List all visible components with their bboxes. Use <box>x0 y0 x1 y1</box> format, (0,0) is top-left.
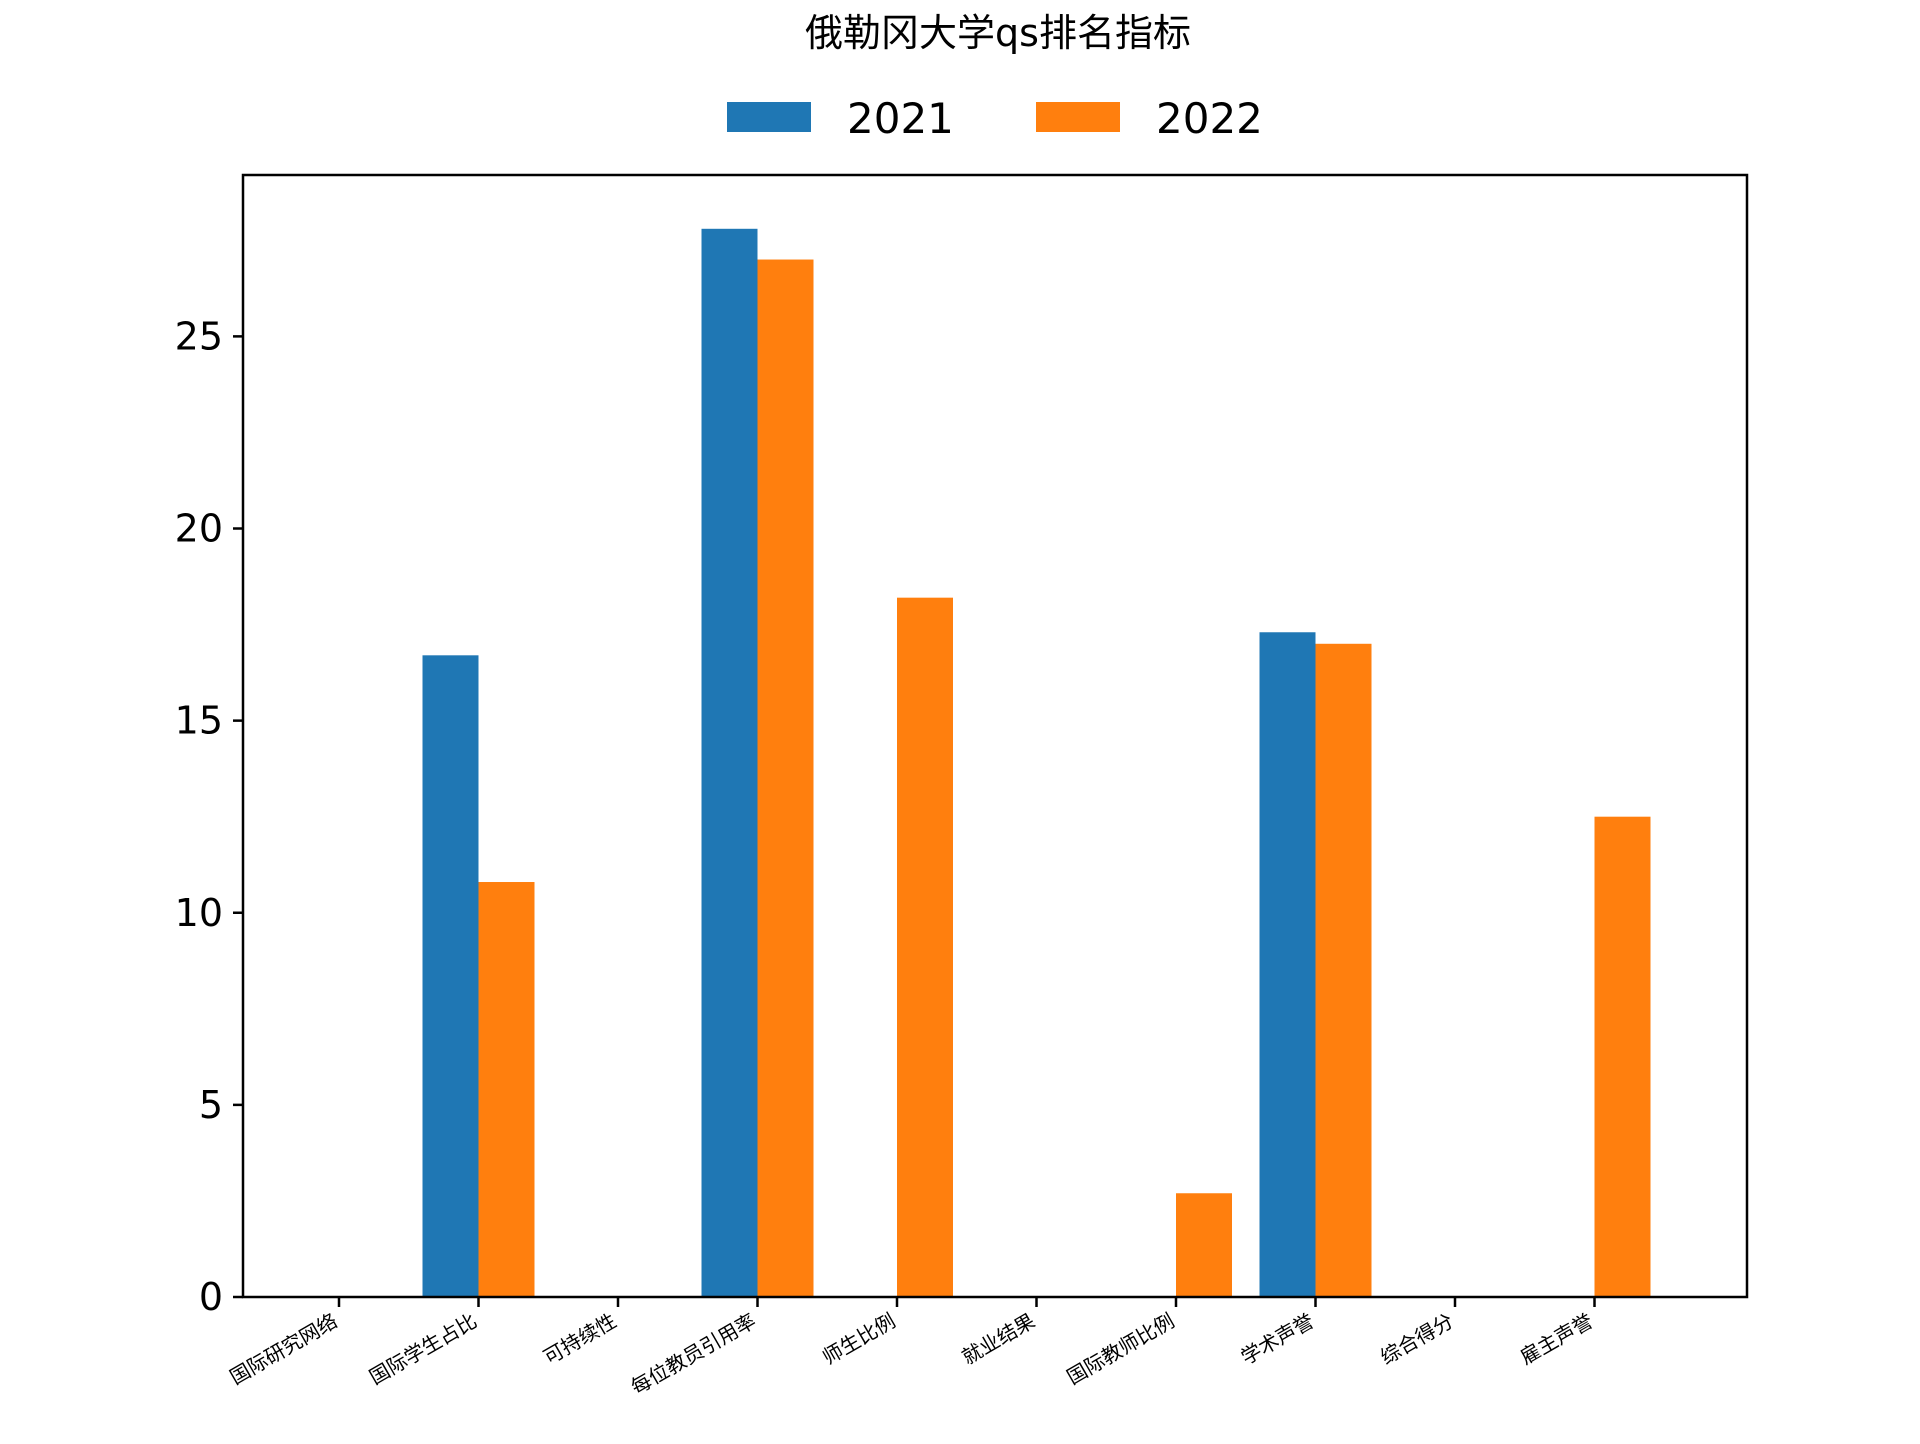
bar-2022-学术声誉 <box>1315 643 1372 1297</box>
xtick-label-雇主声誉: 雇主声誉 <box>1516 1309 1597 1370</box>
xtick-label-综合得分: 综合得分 <box>1376 1309 1457 1370</box>
xtick-label-师生比例: 师生比例 <box>818 1309 899 1370</box>
ytick-label-5: 5 <box>199 1083 223 1127</box>
bar-2021-国际学生占比 <box>422 655 479 1297</box>
bar-2022-国际学生占比 <box>478 882 535 1297</box>
ytick-label-10: 10 <box>175 891 223 935</box>
legend-label-2022: 2022 <box>1156 94 1263 143</box>
xtick-label-国际教师比例: 国际教师比例 <box>1063 1309 1179 1390</box>
legend-swatch-2021 <box>727 102 811 132</box>
bar-2022-师生比例 <box>897 597 953 1297</box>
bar-2022-每位教员引用率 <box>757 259 814 1298</box>
xtick-label-可持续性: 可持续性 <box>539 1309 620 1370</box>
ytick-label-25: 25 <box>175 314 223 358</box>
ytick-label-20: 20 <box>175 507 223 551</box>
bar-2021-每位教员引用率 <box>701 228 758 1297</box>
bars-group <box>422 228 1651 1298</box>
bar-2022-雇主声誉 <box>1594 816 1651 1297</box>
legend-swatch-2022 <box>1036 102 1120 132</box>
ytick-label-0: 0 <box>199 1275 223 1319</box>
bar-2021-学术声誉 <box>1259 632 1316 1297</box>
xtick-label-学术声誉: 学术声誉 <box>1237 1309 1318 1370</box>
bar-2022-国际教师比例 <box>1176 1193 1232 1297</box>
xtick-label-国际学生占比: 国际学生占比 <box>365 1309 481 1390</box>
legend-label-2021: 2021 <box>847 94 954 143</box>
plot-frame <box>241 173 1749 1299</box>
chart-title: 俄勒冈大学qs排名指标 <box>805 11 1191 55</box>
xtick-label-就业结果: 就业结果 <box>958 1309 1039 1370</box>
axes-group: 0 5 10 15 20 25 国际研究网络 国际学生占比 可持续性 每位教员引用率 师生比例 就业结… <box>175 173 1749 1400</box>
xtick-label-每位教员引用率: 每位教员引用率 <box>627 1309 760 1400</box>
ytick-label-15: 15 <box>175 699 223 743</box>
legend: 2021 2022 <box>727 94 1263 143</box>
xtick-label-国际研究网络: 国际研究网络 <box>226 1309 342 1390</box>
